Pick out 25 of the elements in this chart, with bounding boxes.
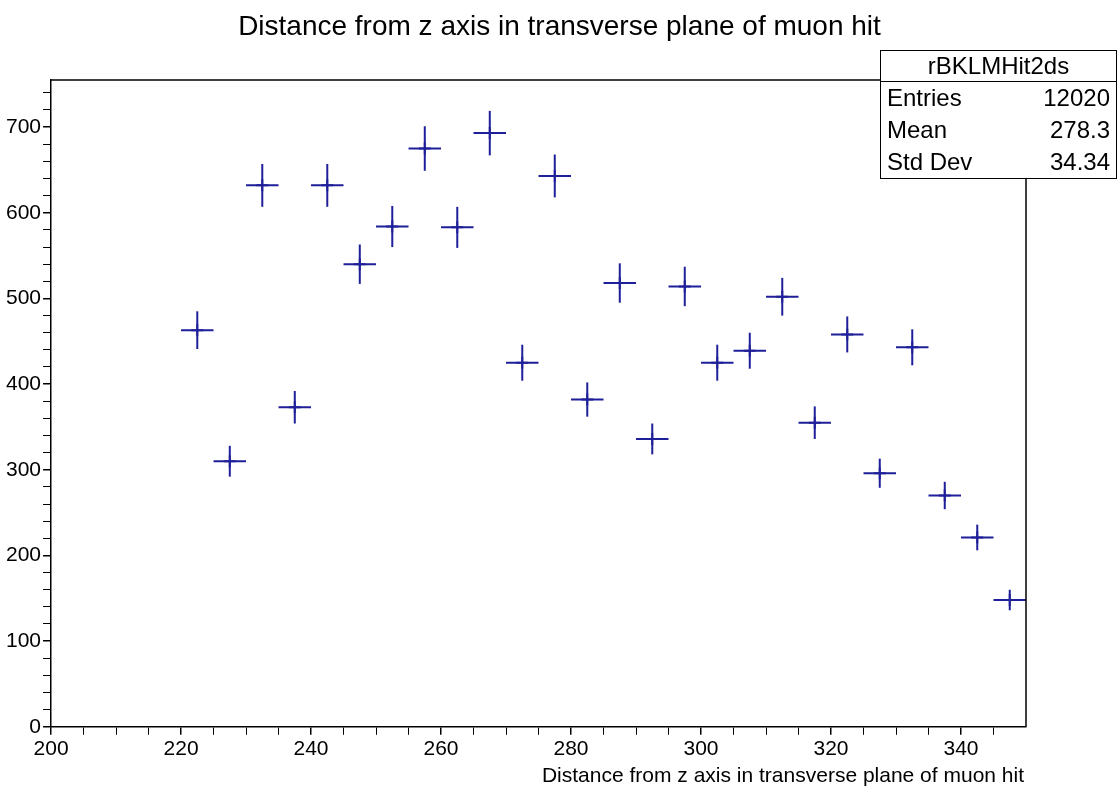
x-tick-label: 220 bbox=[163, 736, 199, 760]
x-tick-label: 280 bbox=[553, 736, 589, 760]
y-tick-label: 600 bbox=[5, 199, 42, 223]
text: 278.3 bbox=[1049, 115, 1110, 145]
y-tick-label: 300 bbox=[5, 456, 42, 480]
x-tick-label: 300 bbox=[683, 736, 719, 760]
text: 34.34 bbox=[1049, 147, 1110, 177]
y-tick-label: 100 bbox=[5, 627, 42, 651]
text: rBKLMHit2ds bbox=[881, 51, 1116, 82]
annotation: Mean bbox=[887, 115, 948, 145]
text: 12020 bbox=[1043, 83, 1110, 113]
y-tick-label: 200 bbox=[5, 542, 42, 566]
x-tick-label: 260 bbox=[423, 736, 459, 760]
y-tick-label: 500 bbox=[5, 285, 42, 309]
annotation: Std Dev bbox=[887, 147, 973, 177]
x-tick-label: 240 bbox=[293, 736, 329, 760]
y-tick-label: 400 bbox=[5, 370, 42, 394]
x-tick-label: 200 bbox=[33, 736, 69, 760]
annotation: Entries bbox=[887, 83, 962, 113]
chart-title: Distance from z axis in transverse plane of muon hit bbox=[237, 10, 882, 42]
y-tick-label: 0 bbox=[29, 713, 42, 737]
x-tick-label: 340 bbox=[943, 736, 979, 760]
x-tick-label: 320 bbox=[813, 736, 849, 760]
y-tick-label: 700 bbox=[5, 113, 42, 137]
x-axis-title: Distance from z axis in transverse plane of muon hit bbox=[541, 763, 1024, 787]
